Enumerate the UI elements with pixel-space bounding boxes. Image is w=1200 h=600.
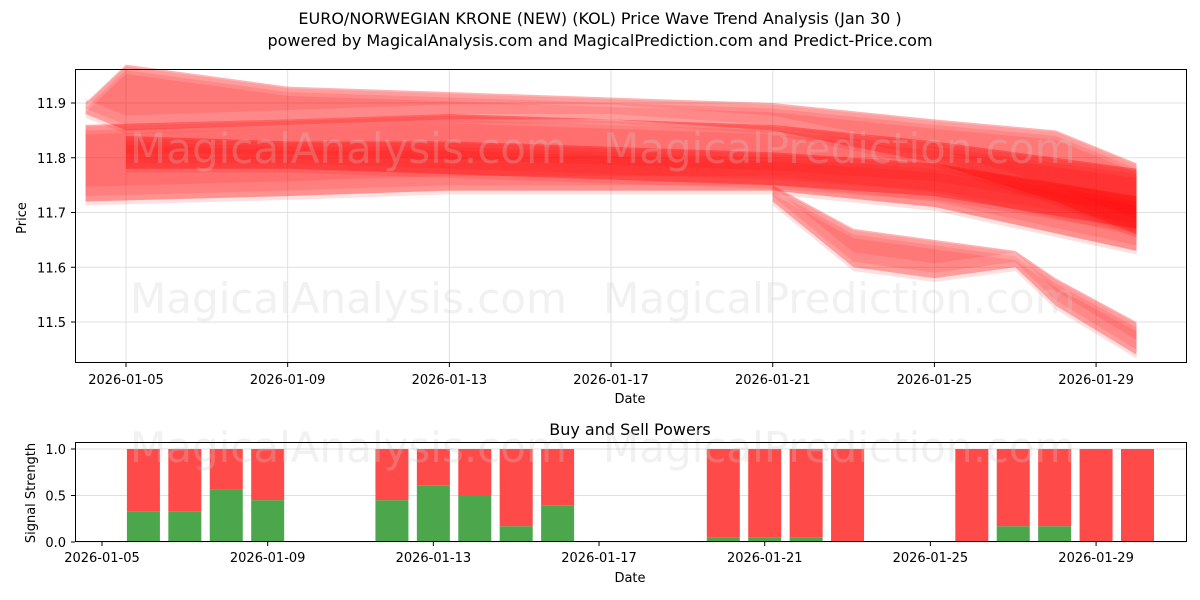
buy-bar [1038,526,1072,542]
sell-bar [831,449,865,542]
y-tick-label: 1.0 [45,443,66,458]
x-tick-label: 2026-01-29 [1058,551,1134,566]
sell-bar [748,449,782,538]
wave-band-layer [126,145,1137,233]
sell-bar [1121,449,1154,542]
buy-bar [541,505,575,542]
wave-band [772,185,1137,355]
signal-chart-title: Buy and Sell Powers [549,420,711,439]
sell-bar [251,449,285,501]
sell-bar [996,449,1030,527]
x-tick-label: 2026-01-25 [897,373,973,388]
price-wave-bands [85,64,1137,359]
buy-bar [499,526,533,542]
buy-bar [416,485,450,542]
watermark-analysis-bottom: MagicalAnalysis.com [130,423,567,472]
sell-bar [416,449,450,486]
chart-subtitle: powered by MagicalAnalysis.com and Magic… [267,31,933,50]
y-tick-label: 0.0 [45,536,66,551]
sell-bar [706,449,740,538]
wave-band-layer [772,194,1137,359]
buy-bar [706,537,740,542]
signal-y-label: Signal Strength [24,443,39,543]
sell-bar [458,449,492,496]
sell-bar [955,449,989,542]
price-y-axis: 11.5 11.6 11.7 11.8 11.9 [37,97,75,331]
wave-band-layer [85,66,1137,220]
buy-bar [789,537,823,542]
watermark-prediction-top: MagicalPrediction.com [603,124,1076,173]
buy-bar [168,511,202,542]
sell-bar [789,449,823,538]
buy-bar [996,526,1030,542]
sell-bar [1079,449,1113,542]
buy-bar [209,489,243,542]
buy-bar [251,500,285,542]
x-tick-label: 2026-01-05 [88,373,164,388]
x-tick-label: 2026-01-13 [396,551,472,566]
wave-band-layer [85,123,1137,255]
wave-band-layer [85,73,1137,239]
y-tick-label: 11.9 [37,97,66,112]
price-x-axis: 2026-01-05 2026-01-09 2026-01-13 2026-01-17… [88,363,1134,388]
sell-bar [126,449,160,512]
y-tick-label: 11.5 [37,316,66,331]
sell-bar [168,449,202,512]
price-axes-frame [75,69,1187,363]
wave-band-layer [85,119,1137,246]
signal-bars [126,449,1154,542]
sell-bar [499,449,533,527]
wave-band-layer [126,141,1137,224]
wave-band-layer [85,115,1137,237]
wave-band-layer [85,70,1137,229]
buy-bar [375,500,409,542]
watermark-analysis-top: MagicalAnalysis.com [130,124,567,173]
y-tick-label: 11.7 [37,207,66,222]
sell-bar [1038,449,1072,527]
x-tick-label: 2026-01-09 [250,373,326,388]
price-x-label: Date [614,392,645,407]
y-tick-label: 11.6 [37,261,66,276]
y-tick-label: 11.8 [37,152,66,167]
buy-bar [126,511,160,542]
chart-title: EURO/NORWEGIAN KRONE (NEW) (KOL) Price W… [298,9,902,28]
x-tick-label: 2026-01-17 [573,373,649,388]
x-tick-label: 2026-01-25 [893,551,969,566]
signal-x-axis: 2026-01-05 2026-01-09 2026-01-13 2026-01-17… [64,542,1134,566]
price-y-label: Price [15,202,30,234]
x-tick-label: 2026-01-09 [230,551,306,566]
sell-bar [541,449,575,506]
y-tick-label: 0.5 [45,490,66,505]
wave-band [85,64,1137,235]
sell-bar [209,449,243,490]
signal-axes-frame [75,442,1187,542]
x-tick-label: 2026-01-29 [1058,373,1134,388]
x-tick-label: 2026-01-21 [727,551,803,566]
x-tick-label: 2026-01-21 [735,373,811,388]
price-grid [76,70,1186,362]
buy-bar [458,495,492,542]
x-tick-label: 2026-01-13 [412,373,488,388]
watermark-prediction-bottom: MagicalPrediction.com [603,423,1076,472]
x-tick-label: 2026-01-17 [561,551,637,566]
wave-band-layer [772,190,1137,350]
signal-y-axis: 0.0 0.5 1.0 [45,443,75,551]
signal-x-label: Date [614,571,645,586]
watermark-prediction-mid: MagicalPrediction.com [603,274,1076,323]
wave-band-layer [126,137,1137,215]
sell-bar [375,449,409,501]
x-tick-label: 2026-01-05 [64,551,140,566]
wave-band [85,113,1137,251]
wave-band [126,135,1137,229]
buy-bar [748,537,782,542]
watermark-analysis-mid: MagicalAnalysis.com [130,274,567,323]
